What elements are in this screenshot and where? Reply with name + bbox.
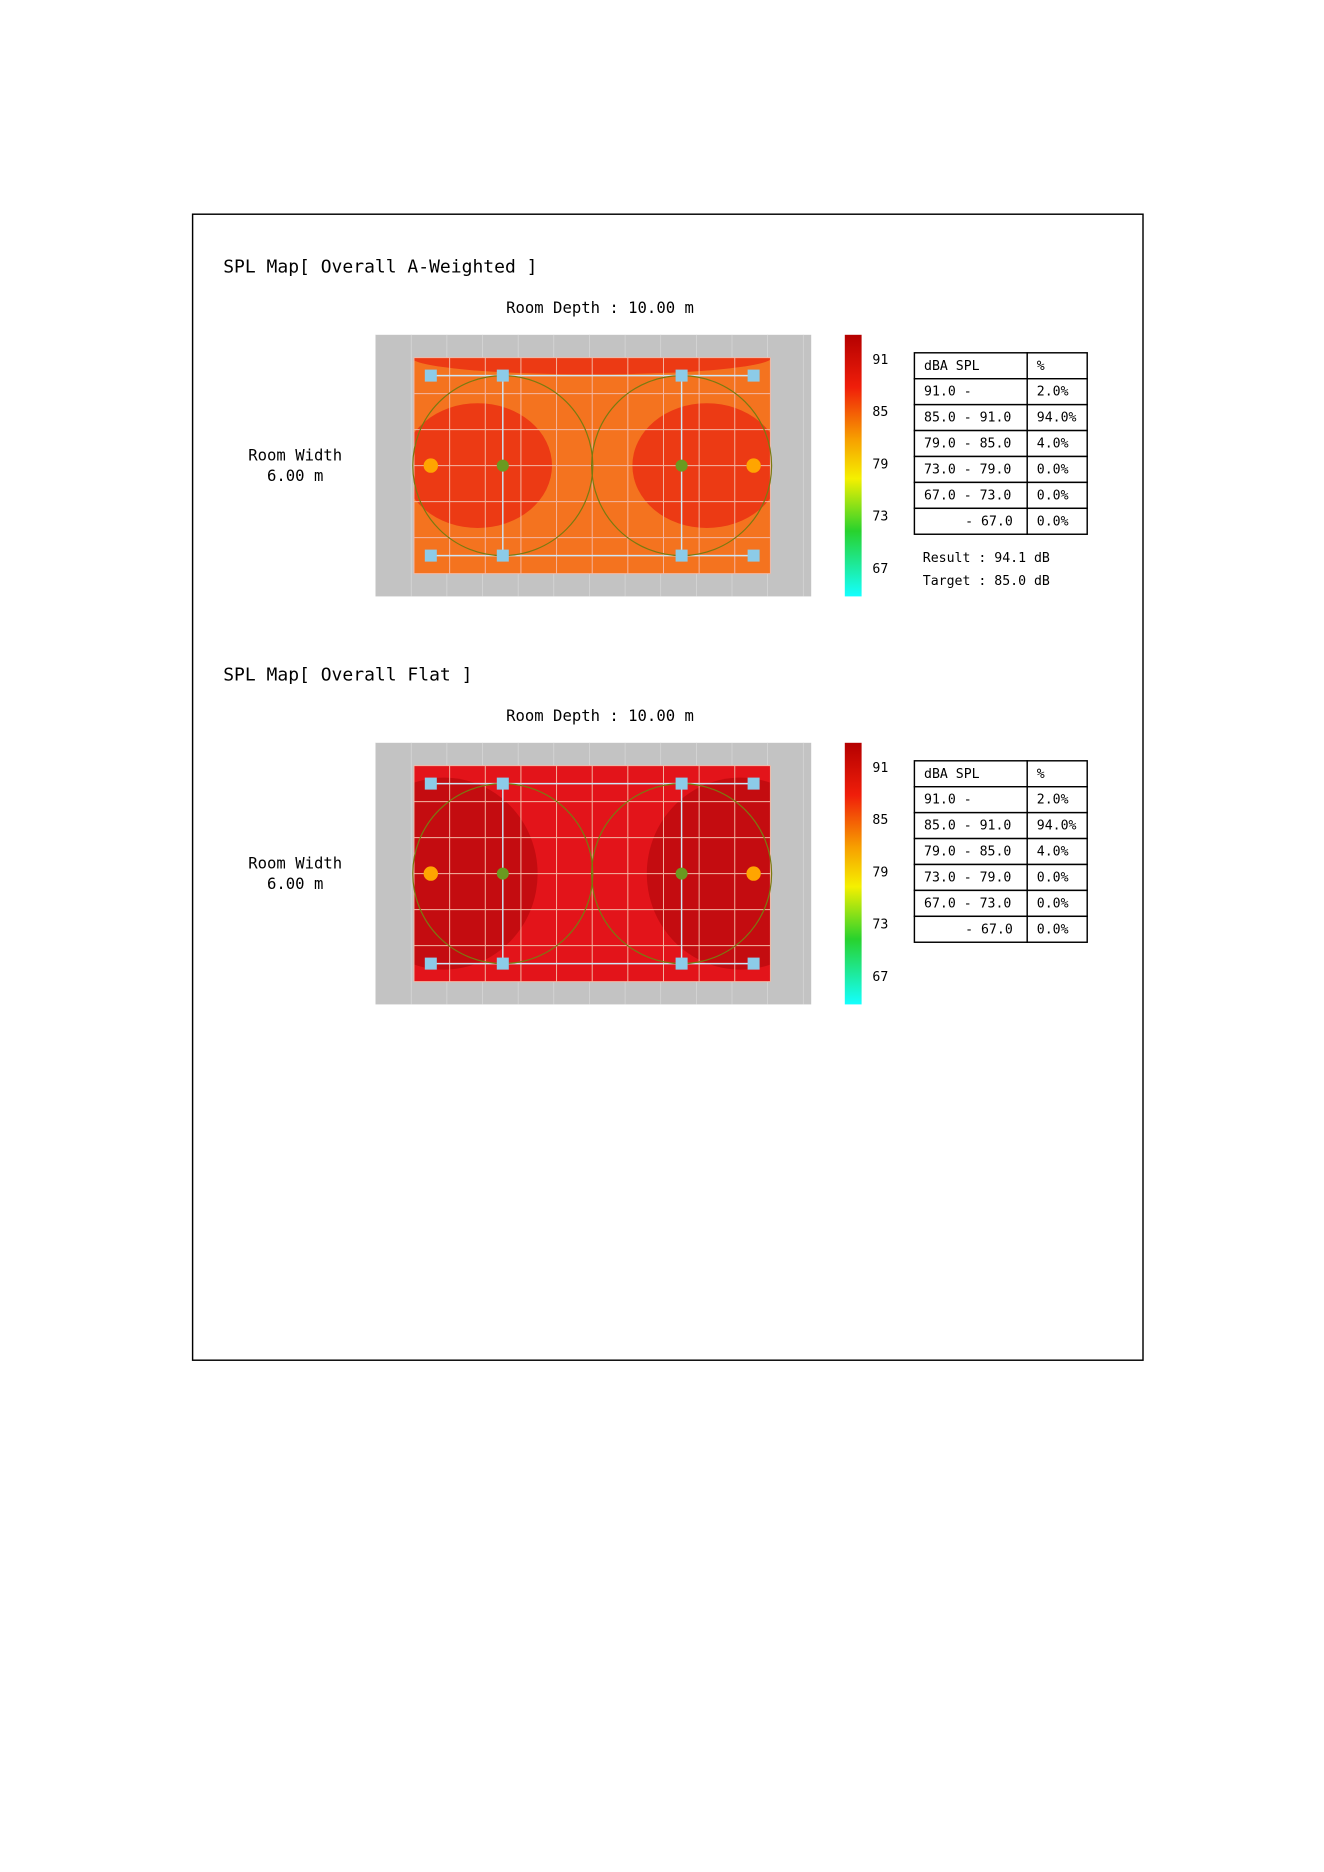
table-cell	[913, 481, 1028, 510]
table-text: 2.0%	[1037, 793, 1069, 808]
ceiling-speaker	[675, 777, 688, 790]
table-text: 73.0 - 79.0	[924, 870, 1011, 885]
table-cell	[913, 429, 1028, 458]
table-cell	[913, 760, 1028, 788]
scale-label: 73	[872, 510, 888, 525]
table-text: 2.0%	[1037, 385, 1069, 400]
table-cell	[913, 378, 1028, 406]
table-text: 0.0%	[1037, 896, 1069, 911]
listener	[423, 866, 439, 881]
scale-label: 79	[872, 865, 888, 880]
ceiling-speaker	[496, 957, 509, 970]
scale-label: 85	[872, 813, 888, 828]
listener	[423, 458, 439, 473]
listener	[746, 458, 761, 473]
table-cell	[1026, 403, 1088, 432]
map-title: SPL Map[ Overall Flat ]	[223, 665, 472, 686]
room-width: Room Width	[248, 447, 342, 465]
table-text: 94.0%	[1037, 411, 1077, 426]
table-cell	[913, 403, 1028, 432]
table-text: 94.0%	[1037, 819, 1077, 834]
scale-label: 67	[872, 970, 888, 985]
table-cell	[913, 811, 1028, 840]
table-text: 0.0%	[1037, 870, 1069, 885]
table-cell	[1026, 429, 1088, 458]
table-cell	[1026, 760, 1088, 788]
ceiling-speaker	[496, 777, 509, 790]
scale-label: 73	[872, 918, 888, 933]
ceiling-speaker	[424, 777, 437, 790]
table-text: 79.0 - 85.0	[924, 845, 1011, 860]
source	[496, 867, 509, 880]
table-text: - 67.0	[965, 514, 1013, 529]
scale-label: 91	[872, 353, 888, 368]
ceiling-speaker	[675, 369, 688, 382]
table-text: 4.0%	[1037, 845, 1069, 860]
table-cell	[1026, 455, 1088, 484]
table-cell	[913, 837, 1028, 866]
table-text: 67.0 - 73.0	[924, 488, 1011, 503]
table-text: 67.0 - 73.0	[924, 896, 1011, 911]
ceiling-speaker	[747, 369, 760, 382]
listener	[746, 866, 761, 881]
table-text: 0.0%	[1037, 462, 1069, 477]
ceiling-speaker	[424, 549, 437, 562]
table-text: 91.0 -	[924, 793, 972, 808]
scale-label: 79	[872, 457, 888, 472]
room-width: 6.00 m	[267, 875, 323, 893]
table-cell	[1026, 378, 1088, 406]
table-text: 91.0 -	[924, 385, 972, 400]
table-text: dBA SPL	[924, 359, 980, 374]
scale-label: 91	[872, 761, 888, 776]
ceiling-speaker	[675, 957, 688, 970]
table-text: 0.0%	[1037, 488, 1069, 503]
ceiling-speaker	[424, 957, 437, 970]
table-text: %	[1037, 767, 1045, 782]
table-cell	[1026, 481, 1088, 510]
source	[675, 867, 688, 880]
target: Target : 85.0 dB	[923, 574, 1050, 589]
table-cell	[1026, 915, 1088, 943]
table-text: 0.0%	[1037, 514, 1069, 529]
room-width: 6.00 m	[267, 467, 323, 485]
ceiling-speaker	[496, 549, 509, 562]
table-cell	[1026, 352, 1088, 380]
table-text: 85.0 - 91.0	[924, 411, 1011, 426]
ceiling-speaker	[747, 957, 760, 970]
table-text: dBA SPL	[924, 767, 980, 782]
table-text: 0.0%	[1037, 922, 1069, 937]
color-scale	[844, 334, 862, 597]
color-scale	[844, 742, 862, 1005]
page-frame	[191, 213, 1144, 1361]
ceiling-speaker	[747, 549, 760, 562]
room-depth: Room Depth : 10.00 m	[506, 299, 694, 317]
table-text: 85.0 - 91.0	[924, 819, 1011, 834]
ceiling-speaker	[496, 369, 509, 382]
table-cell	[1026, 863, 1088, 892]
ceiling-speaker	[424, 369, 437, 382]
room-width: Room Width	[248, 855, 342, 873]
table-cell	[1026, 785, 1088, 814]
room-depth: Room Depth : 10.00 m	[506, 707, 694, 725]
table-text: - 67.0	[965, 922, 1013, 937]
map-title: SPL Map[ Overall A-Weighted ]	[223, 257, 537, 278]
source	[496, 459, 509, 472]
ceiling-speaker	[747, 777, 760, 790]
table-cell	[913, 785, 1028, 814]
table-text: 4.0%	[1037, 437, 1069, 452]
ceiling-speaker	[675, 549, 688, 562]
table-text: %	[1037, 359, 1045, 374]
table-cell	[1026, 837, 1088, 866]
result: Result : 94.1 dB	[923, 551, 1050, 566]
table-text: 79.0 - 85.0	[924, 437, 1011, 452]
scale-label: 85	[872, 405, 888, 420]
table-cell	[1026, 507, 1088, 535]
table-cell	[913, 507, 1028, 535]
table-cell	[1026, 889, 1088, 918]
source	[675, 459, 688, 472]
table-text: 73.0 - 79.0	[924, 462, 1011, 477]
scale-label: 67	[872, 562, 888, 577]
